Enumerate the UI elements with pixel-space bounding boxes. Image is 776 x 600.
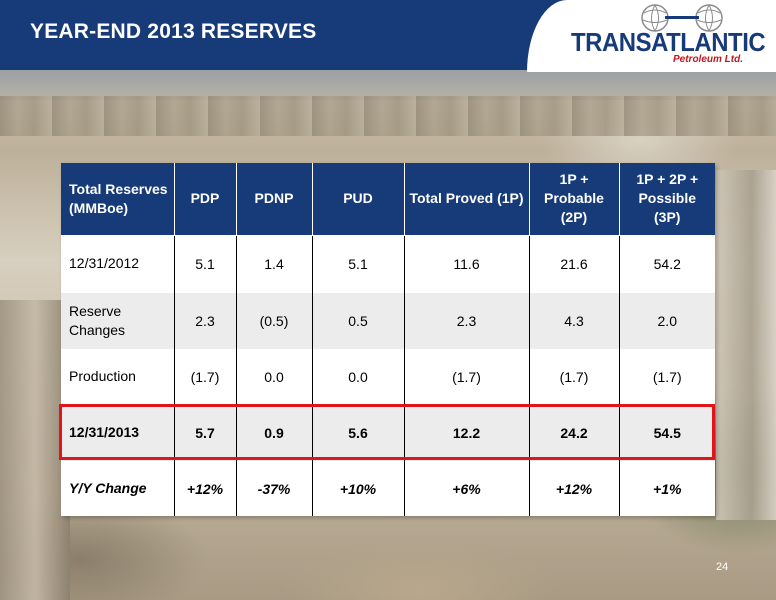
table-row-highlighted: 12/31/2013 5.7 0.9 5.6 12.2 24.2 54.5 — [61, 404, 715, 461]
table-row: 12/31/2012 5.1 1.4 5.1 11.6 21.6 54.2 — [61, 235, 715, 292]
cell-total-proved: 12.2 — [404, 404, 530, 461]
header-total-reserves: Total Reserves (MMBoe) — [61, 163, 175, 235]
table-row: Production (1.7) 0.0 0.0 (1.7) (1.7) (1.… — [61, 349, 715, 404]
cell-pud: +10% — [312, 461, 405, 516]
cell-probable: 4.3 — [529, 292, 620, 349]
header-total-proved: Total Proved (1P) — [404, 163, 530, 235]
header-pdp: PDP — [174, 163, 237, 235]
cell-total-proved: 11.6 — [404, 235, 530, 292]
table-header-row: Total Reserves (MMBoe) PDP PDNP PUD Tota… — [61, 163, 715, 235]
cell-possible: 54.2 — [619, 235, 715, 292]
header-pud: PUD — [312, 163, 405, 235]
cell-possible: 54.5 — [619, 404, 715, 461]
header-pdnp: PDNP — [236, 163, 313, 235]
cell-possible: +1% — [619, 461, 715, 516]
header-probable: 1P + Probable (2P) — [529, 163, 620, 235]
company-logo: TRANSATLANTIC Petroleum Ltd. — [527, 0, 776, 72]
cell-pdnp: (0.5) — [236, 292, 313, 349]
cell-pud: 0.5 — [312, 292, 405, 349]
row-label: Reserve Changes — [61, 292, 175, 349]
row-label: 12/31/2012 — [61, 235, 175, 292]
background-rocks-left — [0, 300, 70, 600]
page-number: 24 — [716, 561, 729, 573]
cell-total-proved: 2.3 — [404, 292, 530, 349]
cell-pdp: 5.7 — [174, 404, 237, 461]
cell-pdnp: 0.0 — [236, 349, 313, 404]
header-possible: 1P + 2P + Possible (3P) — [619, 163, 715, 235]
cell-pdnp: 1.4 — [236, 235, 313, 292]
cell-total-proved: +6% — [404, 461, 530, 516]
row-label: Production — [61, 349, 175, 404]
cell-pud: 5.1 — [312, 235, 405, 292]
cell-pdp: 5.1 — [174, 235, 237, 292]
cell-probable: 24.2 — [529, 404, 620, 461]
cell-probable: (1.7) — [529, 349, 620, 404]
logo-subtitle: Petroleum Ltd. — [673, 54, 744, 65]
table-row: Y/Y Change +12% -37% +10% +6% +12% +1% — [61, 461, 715, 516]
page-title: YEAR-END 2013 RESERVES — [30, 20, 317, 43]
cell-pdnp: -37% — [236, 461, 313, 516]
cell-pdp: +12% — [174, 461, 237, 516]
cell-possible: 2.0 — [619, 292, 715, 349]
reserves-table: Total Reserves (MMBoe) PDP PDNP PUD Tota… — [59, 163, 715, 516]
background-rocks-right — [716, 170, 776, 520]
globe-icon — [641, 4, 723, 32]
cell-total-proved: (1.7) — [404, 349, 530, 404]
cell-pdnp: 0.9 — [236, 404, 313, 461]
cell-pdp: 2.3 — [174, 292, 237, 349]
cell-pud: 0.0 — [312, 349, 405, 404]
cell-possible: (1.7) — [619, 349, 715, 404]
cell-pud: 5.6 — [312, 404, 405, 461]
cell-pdp: (1.7) — [174, 349, 237, 404]
background-sky — [0, 70, 776, 100]
cell-probable: +12% — [529, 461, 620, 516]
cell-probable: 21.6 — [529, 235, 620, 292]
row-label: Y/Y Change — [61, 461, 175, 516]
background-ridge — [0, 96, 776, 136]
table-row: Reserve Changes 2.3 (0.5) 0.5 2.3 4.3 2.… — [61, 292, 715, 349]
row-label: 12/31/2013 — [61, 404, 175, 461]
logo-wordmark: TRANSATLANTIC — [571, 27, 766, 57]
